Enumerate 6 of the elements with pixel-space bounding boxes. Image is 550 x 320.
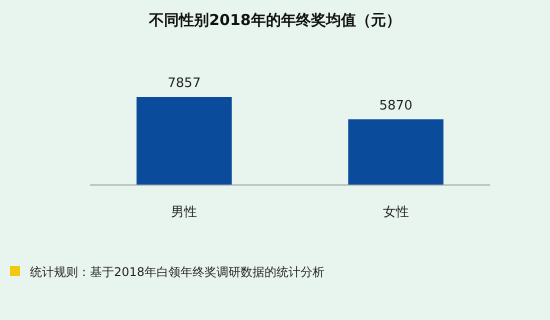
chart-title: 不同性别2018年的年终奖均值（元） [148, 11, 401, 29]
data-label: 5870 [379, 98, 412, 114]
x-tick-label: 男性 [171, 205, 198, 220]
x-tick-label: 女性 [382, 205, 409, 220]
data-label: 7857 [168, 76, 201, 91]
text: 统计规则：基于2018年白领年终奖调研数据的统计分析 [30, 265, 325, 279]
